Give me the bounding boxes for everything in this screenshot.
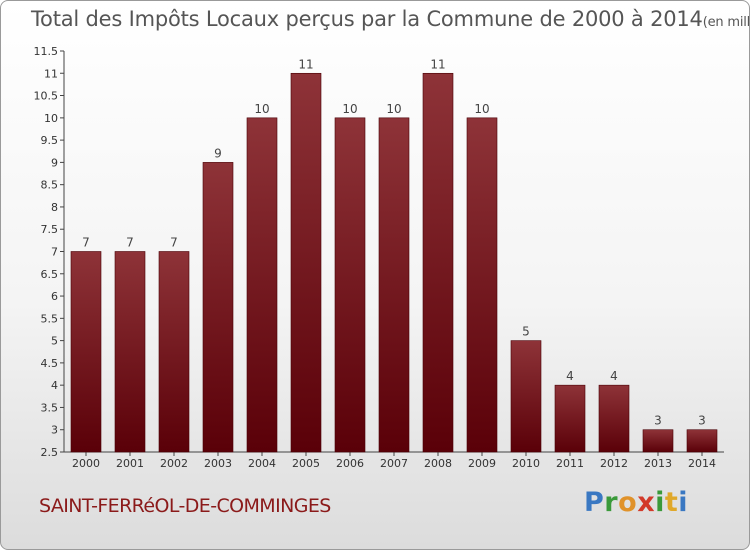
bar — [422, 72, 454, 453]
y-tick-label: 4.5 — [41, 357, 59, 370]
bar-value-label: 10 — [254, 102, 269, 116]
bar — [554, 384, 586, 453]
y-tick-label: 9 — [51, 156, 58, 169]
bar-value-label: 4 — [566, 369, 574, 383]
bar — [686, 429, 718, 453]
bar-value-label: 7 — [126, 236, 134, 250]
bar-value-label: 10 — [386, 102, 401, 116]
y-tick-label: 3 — [51, 424, 58, 437]
y-tick-label: 7 — [51, 246, 58, 259]
x-tick-label: 2006 — [336, 457, 364, 470]
bar — [378, 117, 410, 453]
x-tick-label: 2010 — [512, 457, 540, 470]
bar-value-label: 3 — [654, 414, 662, 428]
bar-value-label: 7 — [82, 236, 90, 250]
x-tick-label: 2004 — [248, 457, 276, 470]
proxiti-logo: Proxiti — [584, 487, 689, 518]
x-tick-label: 2005 — [292, 457, 320, 470]
bar — [466, 117, 498, 453]
x-tick-label: 2003 — [204, 457, 232, 470]
x-tick-label: 2007 — [380, 457, 408, 470]
bar — [290, 72, 322, 453]
y-tick-label: 4 — [51, 379, 58, 392]
x-tick-label: 2013 — [644, 457, 672, 470]
y-tick-label: 8 — [51, 201, 58, 214]
y-tick-label: 9.5 — [41, 134, 59, 147]
bar-value-label: 11 — [430, 57, 445, 71]
bar — [598, 384, 630, 453]
bar — [334, 117, 366, 453]
bar — [70, 251, 102, 453]
y-tick-label: 6 — [51, 290, 58, 303]
y-tick-label: 11.5 — [34, 45, 59, 58]
y-tick-label: 8.5 — [41, 179, 59, 192]
y-tick-label: 7.5 — [41, 223, 59, 236]
x-tick-label: 2012 — [600, 457, 628, 470]
bar — [114, 251, 146, 453]
y-tick-label: 2.5 — [41, 446, 59, 459]
bar — [510, 340, 542, 453]
bar-value-label: 11 — [298, 57, 313, 71]
bar-value-label: 10 — [474, 102, 489, 116]
y-tick-label: 5.5 — [41, 312, 59, 325]
x-tick-label: 2009 — [468, 457, 496, 470]
bar-value-label: 3 — [698, 414, 706, 428]
x-tick-label: 2001 — [116, 457, 144, 470]
bar-value-label: 5 — [522, 325, 530, 339]
chart-title-text: Total des Impôts Locaux perçus par la Co… — [31, 7, 703, 31]
bar-value-label: 9 — [214, 146, 222, 160]
bar — [642, 429, 674, 453]
y-tick-label: 11 — [44, 67, 58, 80]
y-tick-label: 10.5 — [34, 90, 59, 103]
x-tick-label: 2011 — [556, 457, 584, 470]
bars: 7 7 7 9 10 11 10 10 11 10 5 4 4 3 3 — [70, 57, 718, 453]
y-tick-label: 6.5 — [41, 268, 59, 281]
bar — [158, 251, 190, 453]
axes: 2.5 3 3.5 4 4.5 5 5.5 6 6.5 7 7.5 8 8.5 9 9.5 10 10.5 11 1… — [34, 45, 724, 470]
bar — [202, 162, 234, 453]
bar-value-label: 4 — [610, 369, 618, 383]
y-tick-label: 10 — [44, 112, 58, 125]
x-tick-label: 2014 — [688, 457, 716, 470]
x-tick-label: 2000 — [72, 457, 100, 470]
chart-title: Total des Impôts Locaux perçus par la Co… — [31, 7, 750, 31]
x-tick-label: 2002 — [160, 457, 188, 470]
chart-unit-label: (en milliers d'€) — [702, 15, 750, 30]
commune-name: SAINT-FERRéOL-DE-COMMINGES — [39, 495, 331, 517]
y-tick-label: 3.5 — [41, 401, 59, 414]
y-tick-label: 5 — [51, 335, 58, 348]
bar-value-label: 7 — [170, 236, 178, 250]
x-tick-label: 2008 — [424, 457, 452, 470]
bar — [246, 117, 278, 453]
bar-value-label: 10 — [342, 102, 357, 116]
